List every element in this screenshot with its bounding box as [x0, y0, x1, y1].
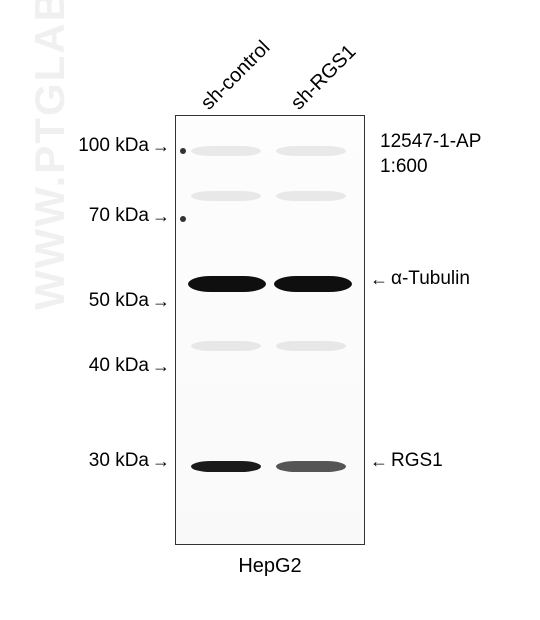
faint-band [191, 146, 261, 156]
arrow-icon: → [152, 291, 170, 312]
marker-70kda-text: 70 kDa [89, 205, 149, 227]
arrow-icon: → [152, 136, 170, 157]
lane-label-control: sh-control [197, 37, 275, 115]
western-blot [175, 115, 365, 545]
marker-40kda-text: 40 kDa [89, 355, 149, 377]
watermark-text: WWW.PTGLAB.COM [26, 0, 74, 310]
faint-band [191, 341, 261, 351]
arrow-left-icon: ← [370, 269, 388, 290]
marker-100kda: 100 kDa→ [78, 135, 170, 157]
marker-30kda-text: 30 kDa [89, 450, 149, 472]
side-label-tubulin: ←α-Tubulin [370, 268, 470, 290]
arrow-left-icon: ← [370, 451, 388, 472]
side-label-rgs1: ←RGS1 [370, 450, 443, 472]
lane-labels-group: sh-control sh-RGS1 [175, 15, 365, 115]
faint-band [276, 146, 346, 156]
marker-50kda-text: 50 kDa [89, 290, 149, 312]
marker-50kda: 50 kDa→ [89, 290, 170, 312]
arrow-icon: → [152, 356, 170, 377]
band-rgs1-lane2 [276, 461, 346, 472]
faint-band [191, 191, 261, 201]
band-rgs1-lane1 [191, 461, 261, 472]
lane-label-rgs1: sh-RGS1 [287, 41, 361, 115]
antibody-dilution: 1:600 [380, 155, 481, 180]
arrow-icon: → [152, 451, 170, 472]
ladder-dot [180, 216, 186, 222]
faint-band [276, 191, 346, 201]
marker-100kda-text: 100 kDa [78, 135, 149, 157]
faint-band [276, 341, 346, 351]
marker-70kda: 70 kDa→ [89, 205, 170, 227]
cell-line-label: HepG2 [175, 555, 365, 578]
antibody-catalog: 12547-1-AP [380, 130, 481, 155]
band-tubulin-lane1 [188, 276, 266, 292]
rgs1-label: RGS1 [391, 450, 443, 472]
ladder-dot [180, 148, 186, 154]
tubulin-label: α-Tubulin [391, 268, 470, 290]
marker-30kda: 30 kDa→ [89, 450, 170, 472]
arrow-icon: → [152, 206, 170, 227]
band-tubulin-lane2 [274, 276, 352, 292]
antibody-info: 12547-1-AP 1:600 [380, 130, 481, 179]
marker-40kda: 40 kDa→ [89, 355, 170, 377]
